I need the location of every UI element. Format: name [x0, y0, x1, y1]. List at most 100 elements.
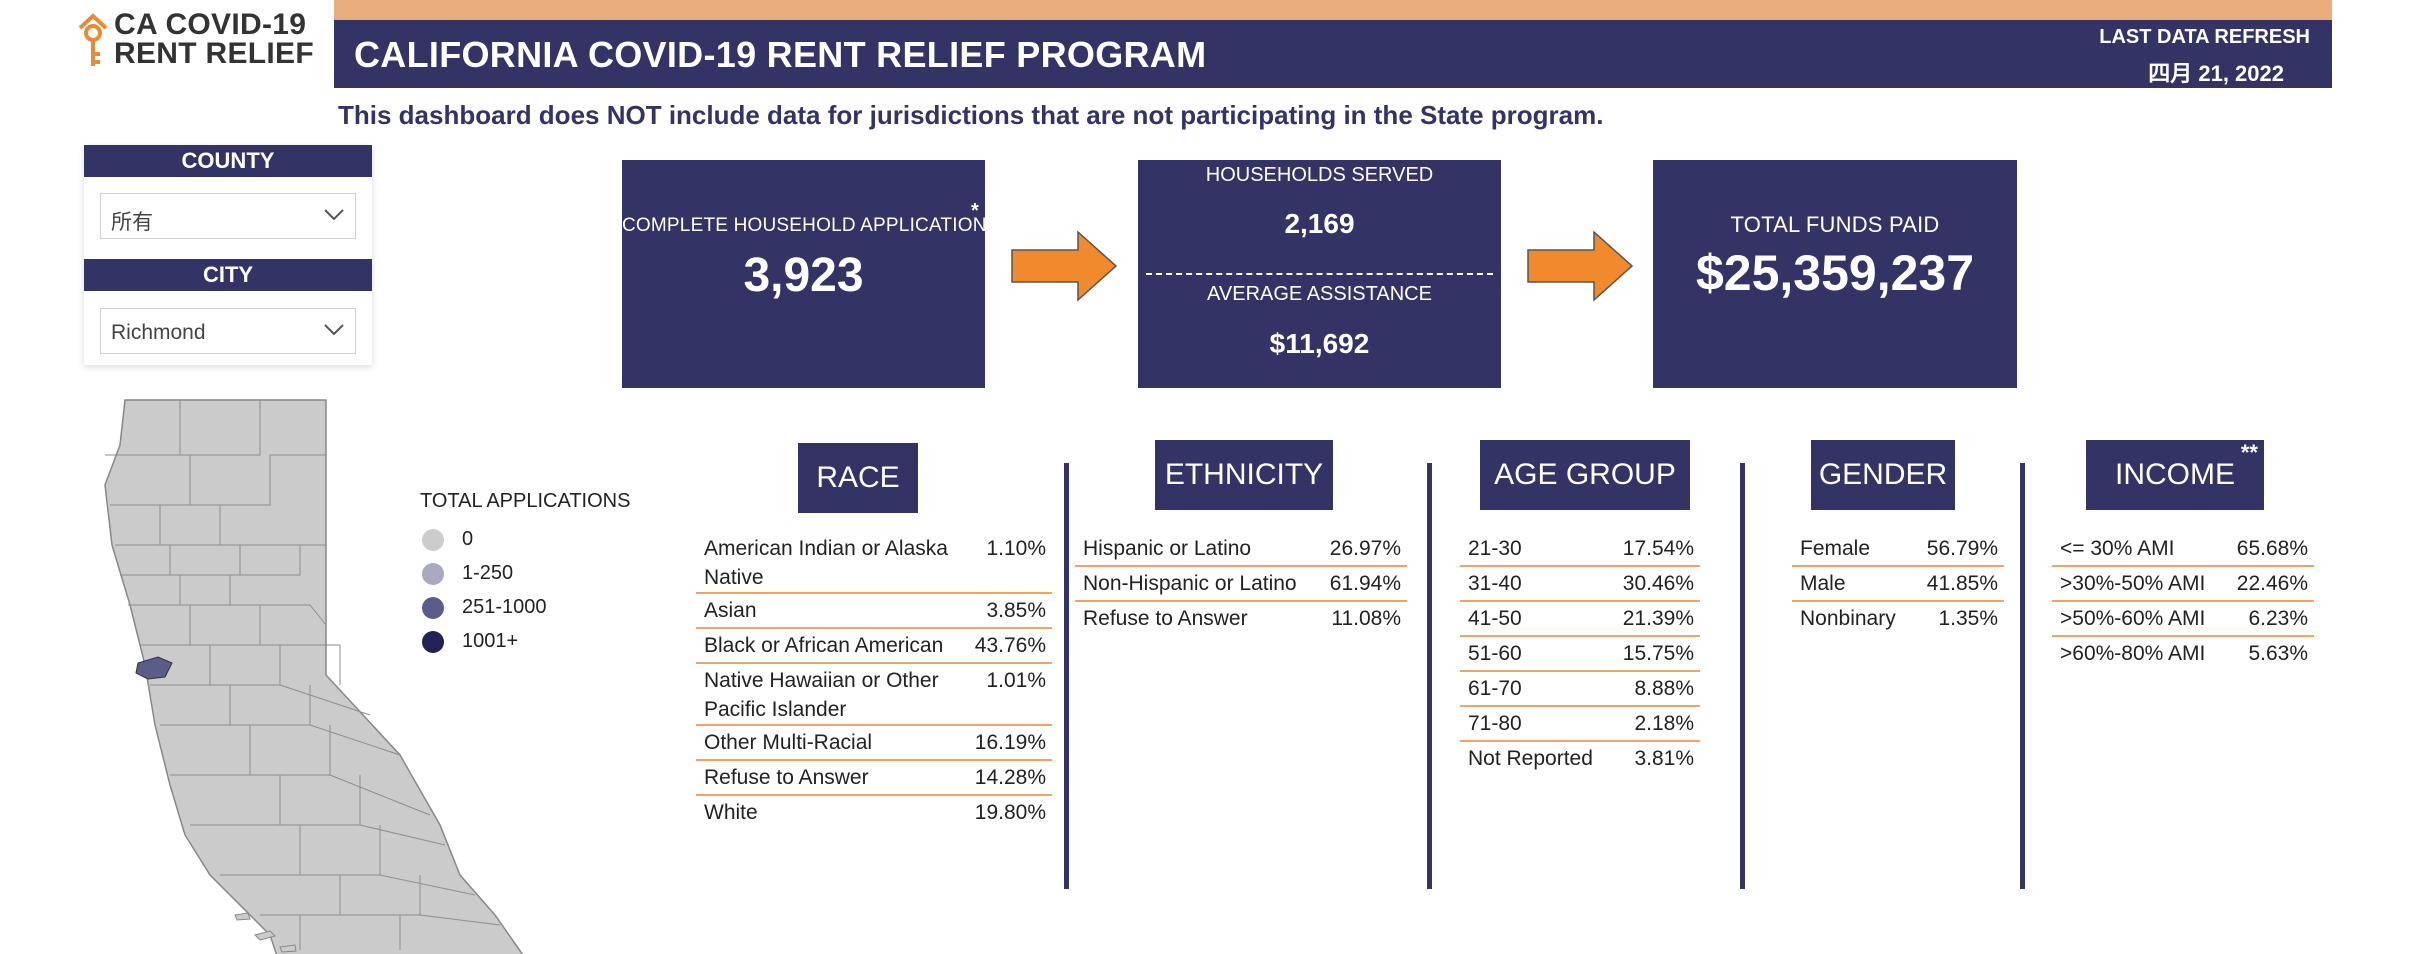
logo-line-2: RENT RELIEF	[114, 37, 314, 70]
race-row: Other Multi-Racial 16.19%	[696, 726, 1052, 761]
gender-row-value: 41.85%	[1926, 572, 1998, 595]
income-row: >60%-80% AMI 5.63%	[2052, 637, 2314, 672]
applications-footnote-marker: *	[971, 200, 979, 222]
age-group-header: AGE GROUP	[1480, 440, 1690, 510]
race-row: Refuse to Answer 14.28%	[696, 761, 1052, 796]
column-separator	[1427, 463, 1432, 889]
legend-swatch	[422, 631, 444, 653]
income-row-label: <= 30% AMI	[2060, 537, 2175, 560]
last-refresh-date: 四月 21, 2022	[2148, 61, 2284, 86]
total-funds-label: TOTAL FUNDS PAID	[1730, 212, 1940, 237]
page-title: CALIFORNIA COVID-19 RENT RELIEF PROGRAM	[354, 34, 1207, 75]
age-group-row-value: 17.54%	[1622, 537, 1694, 560]
age-group-row: Not Reported 3.81%	[1460, 742, 1700, 777]
column-separator	[1740, 463, 1745, 889]
total-funds-value: $25,359,237	[1695, 245, 1975, 301]
california-county-map[interactable]	[100, 395, 620, 954]
age-group-row: 71-80 2.18%	[1460, 707, 1700, 742]
last-refresh-label: LAST DATA REFRESH	[2099, 26, 2310, 48]
map-legend: TOTAL APPLICATIONS 0 1-250 251-1000 1001+	[420, 490, 631, 653]
applications-label: COMPLETE HOUSEHOLD APPLICATIONS	[622, 215, 1000, 236]
county-dropdown-value: 所有	[111, 211, 153, 234]
race-row: American Indian or Alaska Native 1.10%	[696, 532, 1052, 594]
ethnicity-row-label: Hispanic or Latino	[1083, 537, 1252, 560]
gender-row-label: Female	[1800, 537, 1871, 560]
city-dropdown[interactable]: Richmond	[100, 308, 356, 354]
gender-row: Nonbinary 1.35%	[1792, 602, 2004, 637]
age-group-row-value: 2.18%	[1634, 712, 1694, 735]
age-group-row-label: 41-50	[1468, 607, 1522, 630]
race-row-label: Black or African American	[704, 634, 944, 657]
age-group-row-value: 3.81%	[1634, 747, 1694, 770]
race-header: RACE	[798, 443, 918, 513]
race-row-value: 19.80%	[974, 801, 1046, 824]
race-row: Black or African American 43.76%	[696, 629, 1052, 664]
logo-line-1: CA COVID-19	[114, 8, 307, 41]
race-row-label: Native Hawaiian or Other Pacific Islande…	[704, 669, 939, 721]
age-group-row-label: 31-40	[1468, 572, 1522, 595]
age-group-row: 51-60 15.75%	[1460, 637, 1700, 672]
funds-kpi-card: TOTAL FUNDS PAID $25,359,237	[1653, 160, 2017, 388]
gender-row-value: 1.35%	[1938, 607, 1998, 630]
age-group-row-value: 30.46%	[1622, 572, 1694, 595]
chevron-down-icon	[324, 209, 344, 221]
age-group-row-value: 21.39%	[1622, 607, 1694, 630]
header-accent-bar	[334, 0, 2332, 20]
city-dropdown-value: Richmond	[111, 321, 206, 344]
age-group-row-label: 21-30	[1468, 537, 1522, 560]
applications-value: 3,923	[743, 249, 864, 302]
ethnicity-row-label: Non-Hispanic or Latino	[1083, 572, 1297, 595]
age-group-row-label: 61-70	[1468, 677, 1522, 700]
legend-item-label: 1-250	[462, 562, 514, 584]
gender-row: Female 56.79%	[1792, 532, 2004, 567]
legend-swatch	[422, 597, 444, 619]
income-row-value: 65.68%	[2236, 537, 2308, 560]
age-group-row: 31-40 30.46%	[1460, 567, 1700, 602]
race-row: Asian 3.85%	[696, 594, 1052, 629]
legend-title: TOTAL APPLICATIONS	[420, 490, 631, 512]
logo-text: CA COVID-19 RENT RELIEF	[114, 8, 314, 70]
column-separator	[1064, 463, 1069, 889]
income-row: <= 30% AMI 65.68%	[2052, 532, 2314, 567]
average-assistance-label: AVERAGE ASSISTANCE	[1207, 283, 1432, 305]
gender-row-label: Nonbinary	[1800, 607, 1896, 630]
race-row-label: White	[704, 801, 758, 824]
filter-panel: COUNTY 所有 CITY Richmond	[84, 145, 372, 365]
arrow-right-icon	[1011, 230, 1118, 302]
ethnicity-header: ETHNICITY	[1155, 440, 1333, 510]
age-group-row-value: 15.75%	[1622, 642, 1694, 665]
california-outline	[104, 399, 524, 954]
income-header-title: INCOME	[2115, 458, 2235, 491]
disclaimer-text: This dashboard does NOT include data for…	[338, 100, 1604, 130]
legend-swatch	[422, 563, 444, 585]
race-row-label: Other Multi-Racial	[704, 731, 873, 754]
applications-kpi-card: COMPLETE HOUSEHOLD APPLICATIONS * 3,923	[622, 160, 1000, 388]
ethnicity-row: Non-Hispanic or Latino 61.94%	[1075, 567, 1407, 602]
ethnicity-row: Refuse to Answer 11.08%	[1075, 602, 1407, 637]
race-row-label: American Indian or Alaska Native	[704, 537, 948, 589]
ethnicity-row-value: 11.08%	[1331, 607, 1401, 630]
channel-islands	[234, 912, 297, 953]
race-row-value: 1.10%	[986, 537, 1046, 560]
age-group-row: 61-70 8.88%	[1460, 672, 1700, 707]
highlighted-county[interactable]	[135, 656, 173, 680]
county-filter-label: COUNTY	[84, 145, 372, 177]
ethnicity-row-value: 61.94%	[1329, 572, 1401, 595]
gender-row-value: 56.79%	[1926, 537, 1998, 560]
income-row: >30%-50% AMI 22.46%	[2052, 567, 2314, 602]
city-filter-label: CITY	[84, 259, 372, 291]
income-header: INCOME **	[2086, 440, 2264, 510]
race-row-value: 43.76%	[974, 634, 1046, 657]
income-row-value: 5.63%	[2248, 642, 2308, 665]
race-row-value: 14.28%	[974, 766, 1046, 789]
header-bar: CALIFORNIA COVID-19 RENT RELIEF PROGRAM …	[334, 20, 2332, 88]
ethnicity-row: Hispanic or Latino 26.97%	[1075, 532, 1407, 567]
arrow-right-icon	[1527, 230, 1634, 302]
households-served-label: HOUSEHOLDS SERVED	[1205, 164, 1434, 186]
county-dropdown[interactable]: 所有	[100, 193, 356, 239]
income-footnote-marker: **	[2240, 440, 2258, 465]
income-row-label: >50%-60% AMI	[2060, 607, 2206, 630]
age-group-row: 21-30 17.54%	[1460, 532, 1700, 567]
age-group-row-label: 51-60	[1468, 642, 1522, 665]
legend-item-label: 1001+	[462, 630, 519, 652]
